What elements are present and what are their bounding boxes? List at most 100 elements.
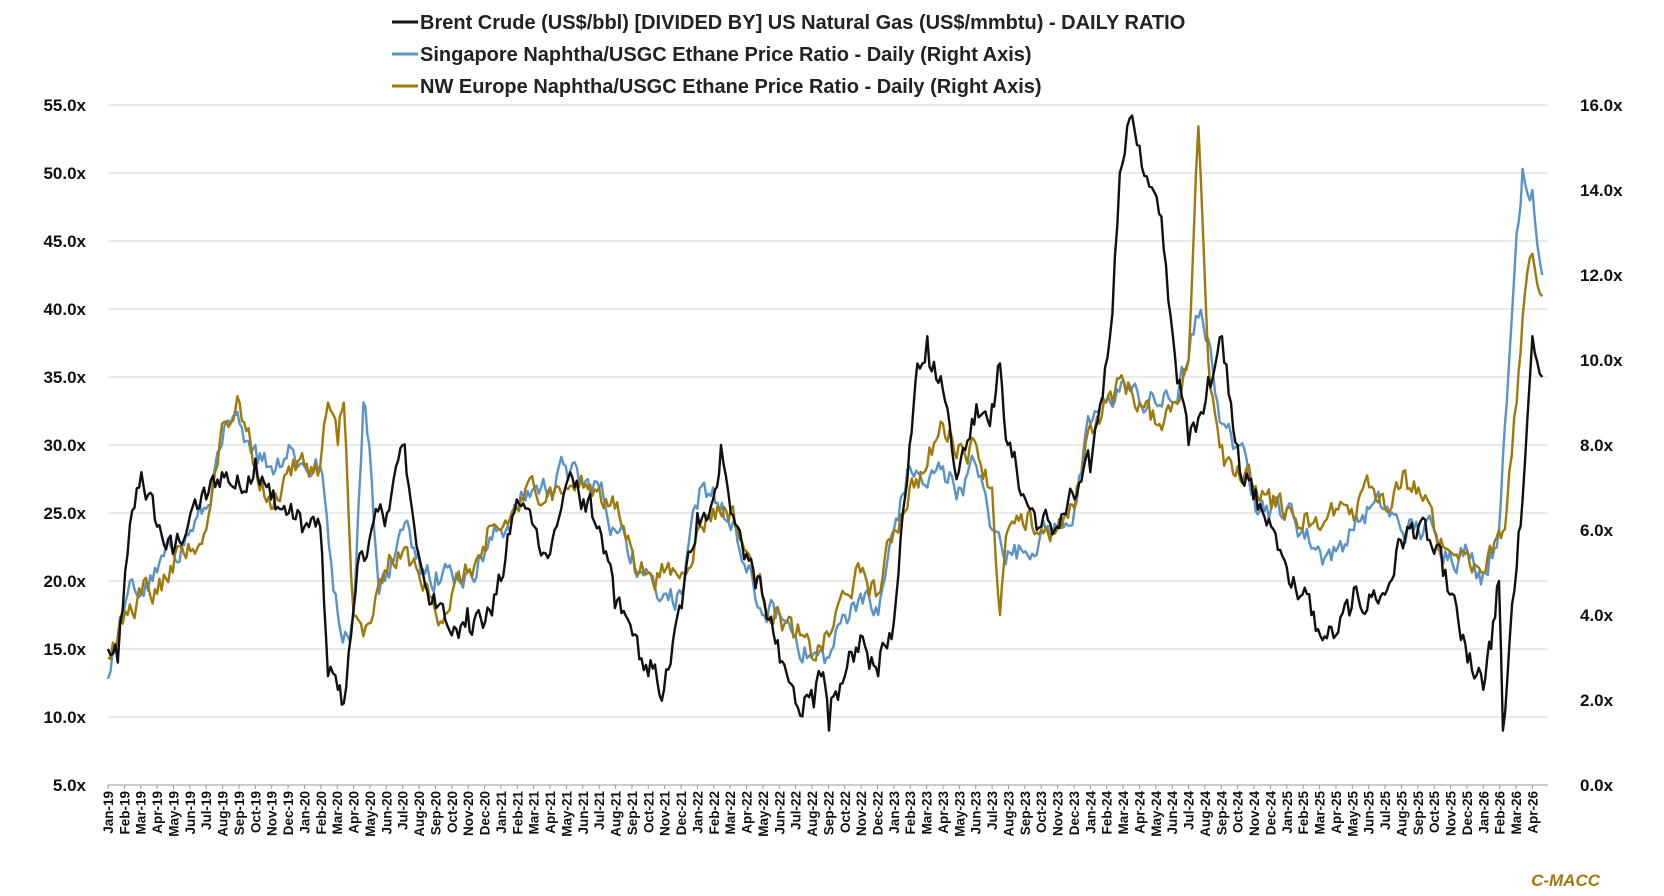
x-tick-label: Feb-20	[314, 791, 329, 835]
x-tick-label: Nov-22	[854, 791, 869, 836]
x-tick-label: Apr-19	[150, 791, 165, 834]
x-tick-label: Jul-22	[789, 791, 804, 830]
x-tick-label: Feb-19	[117, 791, 132, 835]
x-tick-label: Aug-21	[609, 791, 624, 837]
x-tick-label: Jan-20	[297, 791, 312, 834]
x-tick-label: Mar-25	[1313, 791, 1328, 835]
x-tick-label: Oct-22	[838, 791, 853, 833]
x-tick-label: Jun-23	[969, 791, 984, 835]
x-tick-label: Mar-22	[723, 791, 738, 835]
x-tick-label: Jan-23	[887, 791, 902, 834]
left-tick-label: 40.0x	[43, 300, 86, 319]
x-tick-label: Sep-21	[625, 791, 640, 836]
x-tick-label: Jul-23	[985, 791, 1000, 831]
right-tick-label: 14.0x	[1580, 181, 1623, 200]
x-tick-label: Oct-23	[1034, 791, 1049, 834]
x-tick-label: May-22	[756, 791, 771, 837]
gridlines	[108, 104, 1548, 718]
x-tick-label: Nov-19	[265, 791, 280, 836]
x-tick-label: Mar-19	[134, 791, 149, 835]
x-tick-label: Nov-20	[461, 791, 476, 836]
x-tick-label: Jul-24	[1182, 791, 1197, 831]
x-tick-label: Feb-23	[903, 791, 918, 835]
x-tick-label: Feb-21	[510, 791, 525, 835]
x-tick-label: Mar-21	[527, 791, 542, 835]
x-tick-label: Oct-21	[641, 791, 656, 834]
legend-label: Brent Crude (US$/bbl) [DIVIDED BY] US Na…	[420, 12, 1185, 34]
series-layer	[106, 114, 1544, 732]
left-tick-label: 55.0x	[43, 96, 86, 115]
x-tick-label: Mar-26	[1509, 791, 1524, 835]
x-tick-label: Jan-26	[1476, 791, 1491, 834]
x-tick-label: Jun-22	[772, 791, 787, 835]
x-tick-label: Dec-24	[1263, 791, 1278, 836]
x-tick-label: Mar-24	[1116, 791, 1131, 835]
x-tick-label: May-23	[952, 791, 967, 837]
x-tick-label: Jan-24	[1083, 791, 1098, 834]
x-tick-label: Sep-24	[1214, 791, 1229, 836]
x-tick-label: Apr-23	[936, 791, 951, 834]
left-tick-label: 50.0x	[43, 164, 86, 183]
x-tick-label: Sep-25	[1411, 791, 1426, 836]
right-tick-label: 10.0x	[1580, 351, 1623, 370]
x-tick-label: Dec-22	[870, 791, 885, 835]
right-axis-ticks: 0.0x 2.0x 4.0x 6.0x 8.0x 10.0x 12.0x 14.0x 16.0x	[1580, 96, 1623, 795]
left-tick-label: 15.0x	[43, 640, 86, 659]
x-tick-label: Sep-22	[821, 791, 836, 835]
x-tick-label: Jun-19	[183, 791, 198, 835]
x-tick-label: Oct-25	[1427, 791, 1442, 834]
series-line-1	[106, 114, 1544, 732]
x-tick-label: May-19	[166, 791, 181, 837]
x-tick-label: Aug-24	[1198, 791, 1213, 837]
x-tick-label: Sep-20	[428, 791, 443, 835]
x-tick-label: Dec-21	[674, 791, 689, 836]
x-tick-label: Apr-25	[1329, 791, 1344, 834]
x-tick-label: Aug-23	[1001, 791, 1016, 837]
x-tick-label: Dec-23	[1067, 791, 1082, 836]
x-tick-label: Apr-22	[740, 791, 755, 834]
x-tick-label: Aug-20	[412, 791, 427, 837]
x-tick-label: Aug-25	[1394, 791, 1409, 837]
x-tick-label: Feb-25	[1296, 791, 1311, 835]
x-tick-label: Nov-24	[1247, 791, 1262, 837]
left-tick-label: 45.0x	[43, 232, 86, 251]
x-tick-label: Mar-23	[920, 791, 935, 835]
x-tick-label: Aug-22	[805, 791, 820, 837]
right-tick-label: 2.0x	[1580, 691, 1614, 710]
x-tick-label: May-20	[363, 791, 378, 837]
x-tick-label: Jun-20	[379, 791, 394, 835]
x-tick-label: Sep-19	[232, 791, 247, 835]
x-tick-label: May-21	[559, 791, 574, 837]
x-tick-label: Jun-24	[1165, 791, 1180, 835]
x-tick-label: Nov-25	[1444, 791, 1459, 837]
x-axis-ticks: Jan-19 Feb-19 Mar-19 Apr-19 May-19 Jun-19 Jul-…	[101, 785, 1540, 837]
x-tick-label: Jun-21	[576, 791, 591, 835]
x-tick-label: May-25	[1345, 791, 1360, 837]
x-tick-label: Apr-20	[347, 791, 362, 834]
x-tick-label: May-24	[1149, 791, 1164, 837]
x-tick-label: Jan-21	[494, 791, 509, 834]
x-tick-label: Jul-19	[199, 791, 214, 830]
x-tick-label: Feb-26	[1493, 791, 1508, 835]
x-tick-label: Jun-25	[1362, 791, 1377, 835]
left-tick-label: 30.0x	[43, 436, 86, 455]
left-tick-label: 35.0x	[43, 368, 86, 387]
series-line-2	[106, 167, 1544, 680]
right-tick-label: 0.0x	[1580, 776, 1614, 795]
x-tick-label: Jan-25	[1280, 791, 1295, 834]
x-tick-label: Nov-21	[658, 791, 673, 837]
left-tick-label: 10.0x	[43, 708, 86, 727]
right-tick-label: 4.0x	[1580, 606, 1614, 625]
x-tick-label: Dec-20	[478, 791, 493, 835]
x-tick-label: Oct-24	[1231, 791, 1246, 834]
brand-watermark: C-MACC	[1531, 871, 1601, 890]
x-tick-label: Feb-24	[1100, 791, 1115, 835]
x-tick-label: Apr-24	[1132, 791, 1147, 834]
right-tick-label: 12.0x	[1580, 266, 1623, 285]
legend-label: NW Europe Naphtha/USGC Ethane Price Rati…	[420, 76, 1042, 98]
right-tick-label: 6.0x	[1580, 521, 1614, 540]
x-tick-label: Mar-20	[330, 791, 345, 835]
series-line-3	[107, 125, 1544, 662]
x-tick-label: Jan-19	[101, 791, 116, 834]
legend: Brent Crude (US$/bbl) [DIVIDED BY] US Na…	[392, 12, 1185, 98]
